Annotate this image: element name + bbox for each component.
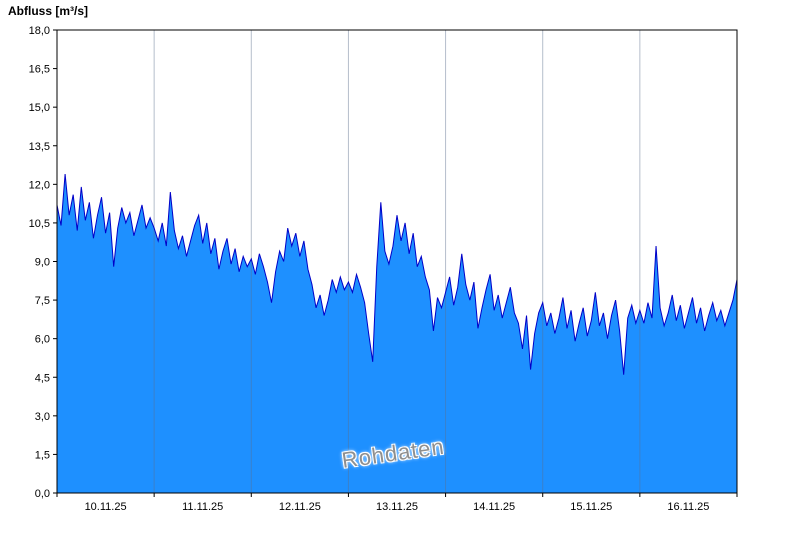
y-tick-label: 3,0: [35, 411, 50, 423]
y-tick-label: 10,5: [29, 218, 50, 230]
x-tick-label: 14.11.25: [473, 501, 515, 513]
y-tick-label: 7,5: [35, 295, 50, 307]
y-tick-label: 6,0: [35, 334, 50, 346]
y-tick-label: 15,0: [29, 102, 50, 114]
y-axis-title: Abfluss [m³/s]: [8, 4, 89, 18]
x-tick-label: 11.11.25: [182, 501, 223, 513]
y-tick-label: 1,5: [35, 449, 50, 461]
y-tick-label: 18,0: [29, 25, 50, 37]
y-tick-label: 13,5: [29, 141, 50, 153]
y-tick-label: 12,0: [29, 179, 50, 191]
x-tick-label: 13.11.25: [376, 501, 418, 513]
x-tick-label: 15.11.25: [570, 501, 612, 513]
x-tick-label: 10.11.25: [85, 501, 127, 513]
y-tick-label: 9,0: [35, 257, 50, 269]
series-line: [56, 173, 738, 375]
y-tick-label: 16,5: [29, 64, 50, 76]
y-tick-label: 0,0: [35, 488, 50, 500]
series-area-fill: [57, 174, 737, 494]
y-tick-label: 4,5: [35, 372, 50, 384]
x-tick-label: 16.11.25: [667, 501, 709, 513]
x-tick-label: 12.11.25: [279, 501, 321, 513]
